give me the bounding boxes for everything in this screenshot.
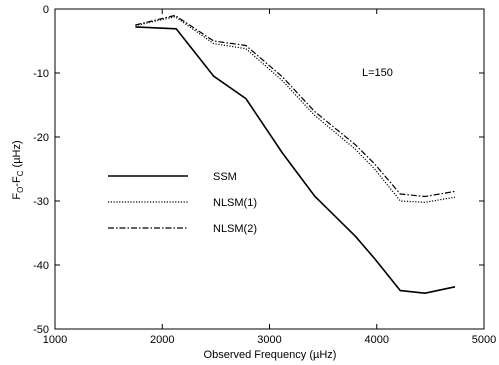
y-tick-label: -50 <box>33 324 49 336</box>
series-line-nlsm-1 <box>135 16 456 203</box>
y-tick-label: -20 <box>33 132 49 144</box>
legend-label: NLSM(1) <box>213 197 257 209</box>
series-lines <box>135 14 456 295</box>
y-axis-title-dash: -F <box>11 176 23 187</box>
y-axis-title: FO-FC (µHz) <box>11 140 25 199</box>
legend-label: SSM <box>213 171 237 183</box>
x-tick-label: 1000 <box>43 334 67 346</box>
y-axis-ticks: 0 -10 -20 -30 -40 -50 <box>33 4 484 336</box>
y-tick-label: -40 <box>33 260 49 272</box>
series-line-ssm <box>135 26 456 295</box>
x-tick-label: 2000 <box>150 334 174 346</box>
legend: SSM NLSM(1) NLSM(2) <box>108 171 257 235</box>
y-tick-label: -10 <box>33 68 49 80</box>
y-axis-title-sub-c: C <box>16 170 25 176</box>
x-axis-ticks: 1000 2000 3000 4000 5000 <box>43 9 496 346</box>
plot-area-frame <box>54 8 485 330</box>
x-axis-title: Observed Frequency (µHz) <box>204 349 337 361</box>
legend-label: NLSM(2) <box>213 223 257 235</box>
y-axis-title-main: F <box>11 193 23 200</box>
x-tick-label: 4000 <box>365 334 389 346</box>
series-line-nlsm-2 <box>135 14 456 198</box>
annotation-label: L=150 <box>362 67 393 79</box>
y-tick-label: 0 <box>43 4 49 16</box>
x-tick-label: 5000 <box>472 334 496 346</box>
y-axis-title-unit: (µHz) <box>11 140 23 170</box>
y-tick-label: -30 <box>33 196 49 208</box>
y-axis-title-sub-o: O <box>16 187 25 193</box>
x-tick-label: 3000 <box>257 334 281 346</box>
